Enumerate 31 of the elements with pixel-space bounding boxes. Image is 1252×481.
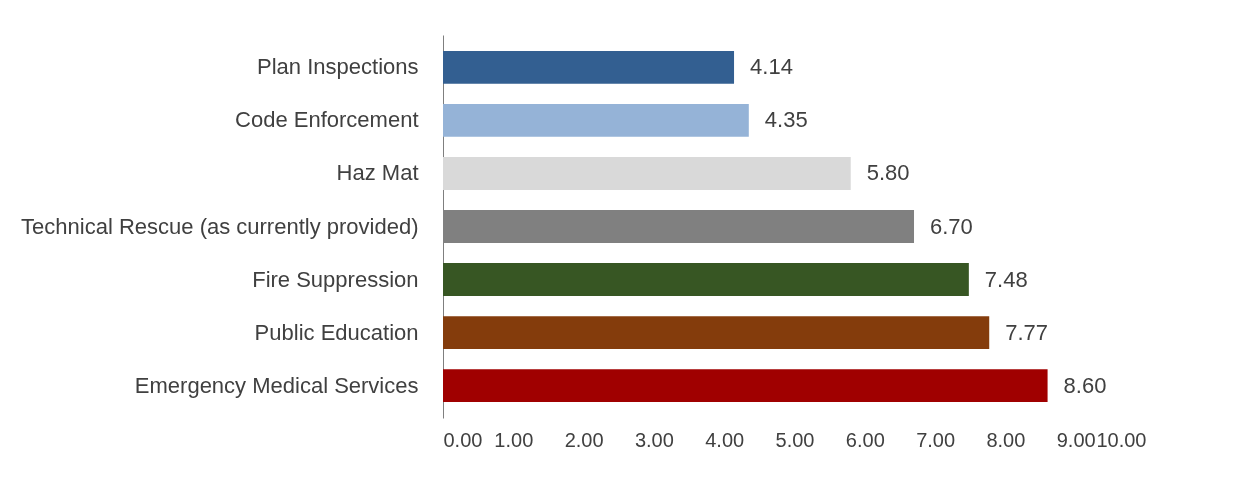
data-label: 8.60	[1063, 372, 1107, 398]
y-tick-label: Emergency Medical Services	[134, 372, 419, 398]
x-tick-label: 3.00	[634, 428, 674, 451]
y-tick-label: Haz Mat	[336, 160, 419, 186]
data-label: 6.70	[930, 213, 973, 239]
bar	[443, 263, 969, 296]
x-tick-label: 7.00	[916, 428, 956, 451]
y-tick-label: Technical Rescue (as currently provided)	[21, 213, 419, 239]
x-tick-label: 5.00	[775, 428, 815, 451]
x-tick-label: 10.00	[1096, 428, 1147, 451]
x-tick-label: 8.00	[986, 428, 1026, 451]
bar	[443, 50, 735, 84]
bar	[443, 369, 1048, 403]
y-tick-label: Fire Suppression	[252, 266, 419, 292]
y-tick-label: Plan Inspections	[257, 54, 419, 80]
x-tick-label: 2.00	[564, 428, 604, 451]
bar	[443, 316, 990, 350]
y-tick-label: Public Education	[254, 319, 419, 345]
data-label: 4.14	[750, 54, 793, 80]
data-label: 7.77	[1005, 319, 1049, 345]
y-tick-label: Code Enforcement	[235, 107, 419, 133]
data-label: 5.80	[866, 160, 910, 186]
x-tick-label: 6.00	[845, 428, 885, 451]
x-tick-label: 4.00	[705, 428, 745, 451]
x-tick-label: 0.00	[443, 428, 483, 451]
x-tick-label: 9.00	[1056, 428, 1096, 451]
x-tick-label: 1.00	[494, 428, 534, 451]
data-label: 7.48	[984, 266, 1028, 292]
data-label: 4.35	[764, 107, 808, 133]
bar	[443, 157, 851, 190]
bar	[443, 103, 749, 137]
